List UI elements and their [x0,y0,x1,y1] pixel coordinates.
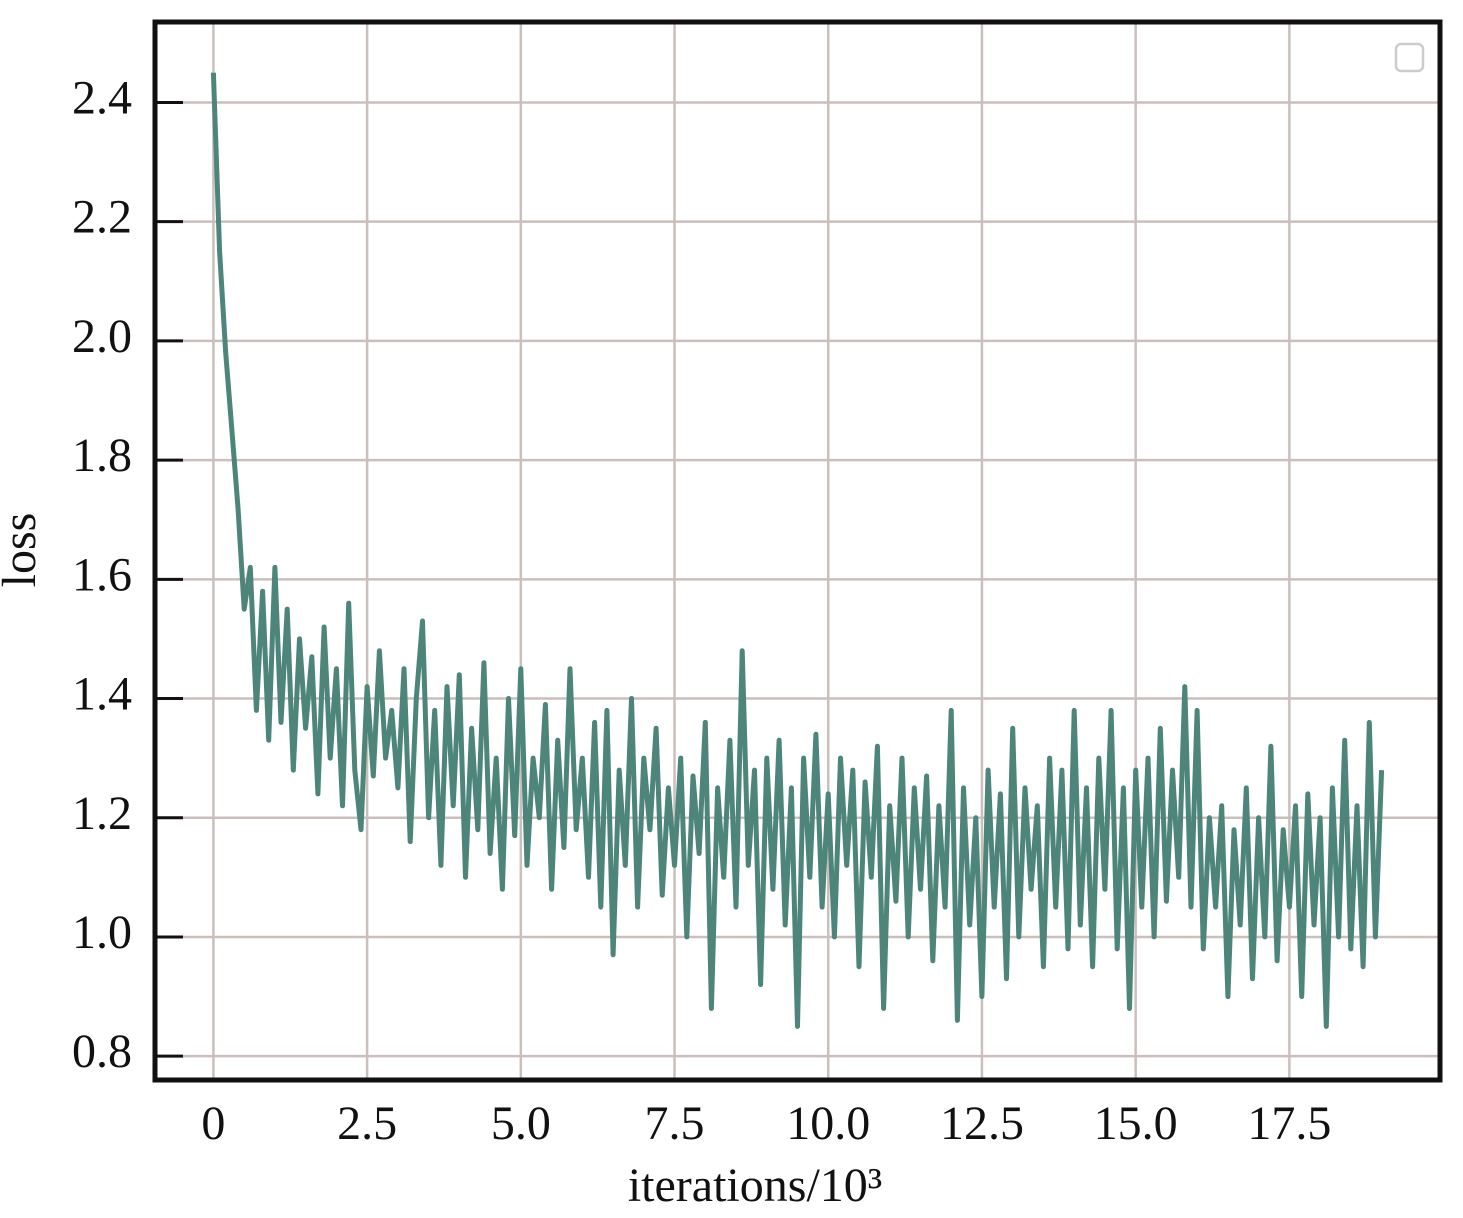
y-tick-label: 2.4 [72,71,132,124]
y-tick-label: 1.8 [72,429,132,482]
y-tick-label: 2.0 [72,310,132,363]
x-tick-label: 10.0 [786,1097,870,1150]
y-tick-label: 1.0 [72,906,132,959]
x-tick-label: 0 [201,1097,225,1150]
plot-area [210,72,1385,1029]
loss-line [210,72,1385,1029]
y-tick-label: 0.8 [72,1025,132,1078]
x-tick-label: 12.5 [940,1097,1024,1150]
x-tick-label: 15.0 [1094,1097,1178,1150]
x-axis-label: iterations/10³ [628,1159,882,1212]
x-tick-label: 17.5 [1247,1097,1331,1150]
y-tick-label: 1.2 [72,787,132,840]
plot-frame [152,19,1443,1083]
x-tick-label: 2.5 [337,1097,397,1150]
y-tick-label: 1.6 [72,548,132,601]
grid [155,22,1440,1080]
x-tick-label: 5.0 [491,1097,551,1150]
y-tick-label: 1.4 [72,668,132,721]
x-tick-label: 7.5 [645,1097,705,1150]
legend-box [1394,42,1425,73]
y-axis-label: loss [0,513,46,588]
y-tick-label: 2.2 [72,191,132,244]
